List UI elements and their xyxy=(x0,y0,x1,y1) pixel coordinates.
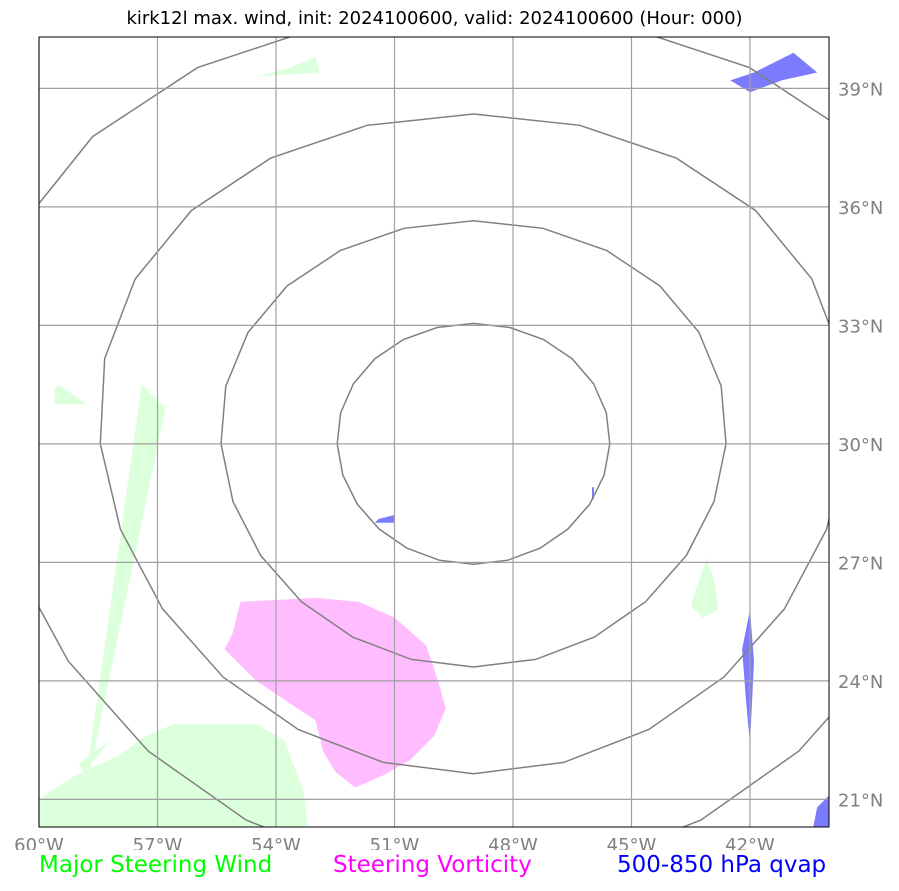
y-tick-label: 24°N xyxy=(838,672,883,693)
x-tick-label: 45°W xyxy=(607,835,657,850)
x-tick-label: 57°W xyxy=(133,835,183,850)
y-tick-label: 30°N xyxy=(838,435,883,456)
y-tick-label: 33°N xyxy=(838,316,883,337)
wind-region-5 xyxy=(690,558,719,618)
range-ring-3 xyxy=(39,37,829,827)
wind-region-3 xyxy=(78,740,111,780)
wind-region-2 xyxy=(54,384,87,405)
wind-region-1 xyxy=(256,56,320,77)
qvap-region-2 xyxy=(742,609,754,745)
y-tick-label: 27°N xyxy=(838,553,883,574)
plot-frame xyxy=(38,36,830,828)
qvap-region-1 xyxy=(374,515,395,523)
x-tick-label: 42°W xyxy=(725,835,775,850)
legend-major-steering-wind: Major Steering Wind xyxy=(39,852,273,878)
y-tick-label: 36°N xyxy=(838,198,883,219)
x-tick-label: 60°W xyxy=(14,835,64,850)
y-tick-label: 21°N xyxy=(838,790,883,811)
wind-region-4 xyxy=(39,724,308,827)
vorticity-region-0 xyxy=(224,597,446,788)
x-tick-label: 48°W xyxy=(488,835,538,850)
y-tick-label: 39°N xyxy=(838,79,883,100)
legend-steering-vorticity: Steering Vorticity xyxy=(333,852,532,878)
wind-region-0 xyxy=(78,384,166,808)
x-tick-label: 51°W xyxy=(370,835,420,850)
x-tick-label: 54°W xyxy=(251,835,301,850)
qvap-region-3 xyxy=(813,795,829,827)
map-chart: 60°W 57°W 54°W 51°W 48°W 45°W 42°W 21°N 24°N 27°N… xyxy=(14,36,883,850)
chart-title: kirk12l max. wind, init: 2024100600, val… xyxy=(126,8,743,29)
qvap-region-0 xyxy=(730,52,818,93)
legend-qvap: 500-850 hPa qvap xyxy=(617,852,827,878)
